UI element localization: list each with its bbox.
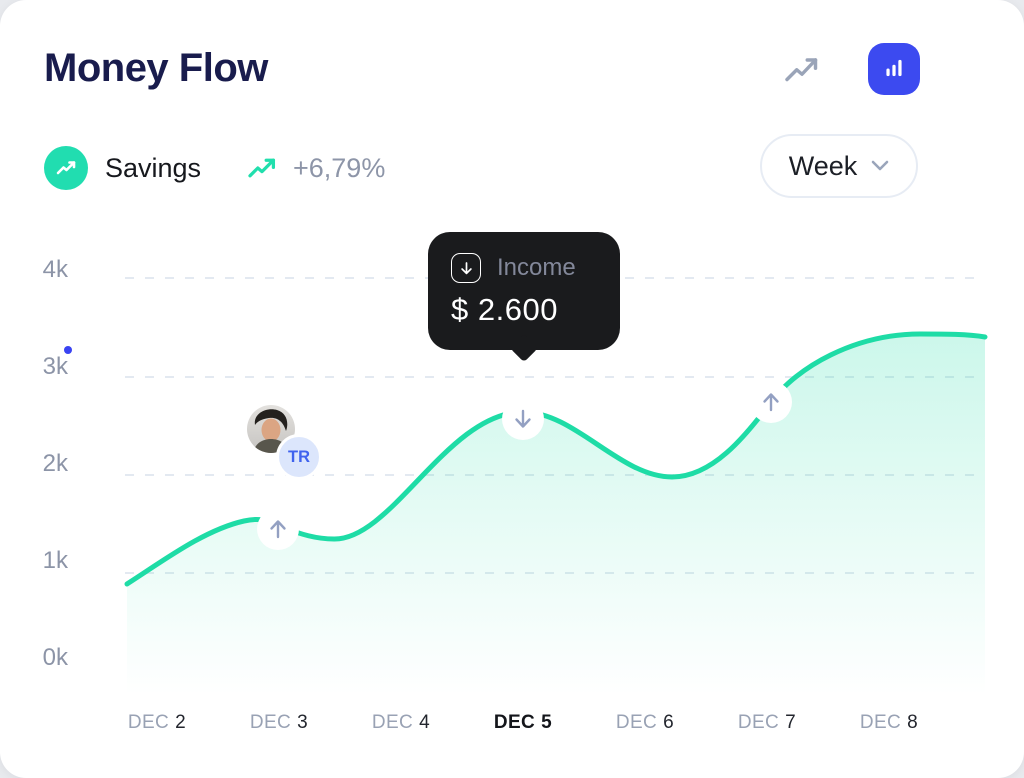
y-axis-label: 2k	[42, 450, 68, 477]
series-label: Savings	[105, 153, 202, 183]
user-badge[interactable]: TR	[276, 434, 322, 480]
chevron-down-icon	[871, 159, 889, 174]
x-axis-label: DEC 3	[249, 712, 309, 733]
savings-trend-icon	[44, 146, 88, 190]
chart-marker-down[interactable]	[502, 398, 544, 440]
period-dropdown[interactable]: Week	[760, 134, 918, 198]
trend-up-icon	[246, 156, 278, 185]
chart-marker-up[interactable]	[257, 508, 299, 550]
y-axis-label: 1k	[42, 547, 68, 574]
bar-chart-toggle-button[interactable]	[868, 43, 920, 95]
tooltip-label: Income	[497, 254, 576, 281]
chart-marker-up[interactable]	[750, 381, 792, 423]
tooltip-value: $ 2.600	[451, 292, 558, 327]
y-axis-label: 0k	[42, 644, 68, 671]
x-axis-label: DEC 8	[859, 712, 919, 733]
x-axis-label: DEC 4	[371, 712, 431, 733]
x-axis-label: DEC 2	[127, 712, 187, 733]
x-axis-label: DEC 5	[493, 712, 553, 733]
markers	[257, 381, 792, 550]
change-percent: +6,79%	[293, 153, 386, 183]
x-axis-label: DEC 6	[615, 712, 675, 733]
blue-dot	[64, 346, 72, 354]
page-title: Money Flow	[44, 46, 268, 90]
bar-chart-icon	[881, 55, 907, 84]
period-label: Week	[788, 150, 858, 181]
income-arrow-down-icon	[451, 253, 481, 283]
y-axis-label: 4k	[42, 256, 68, 283]
line-chart-toggle-icon[interactable]	[784, 54, 820, 84]
y-axis-label: 3k	[42, 353, 68, 380]
x-axis-label: DEC 7	[737, 712, 797, 733]
income-tooltip: Income $ 2.600	[428, 232, 620, 363]
area-fill	[127, 334, 985, 692]
